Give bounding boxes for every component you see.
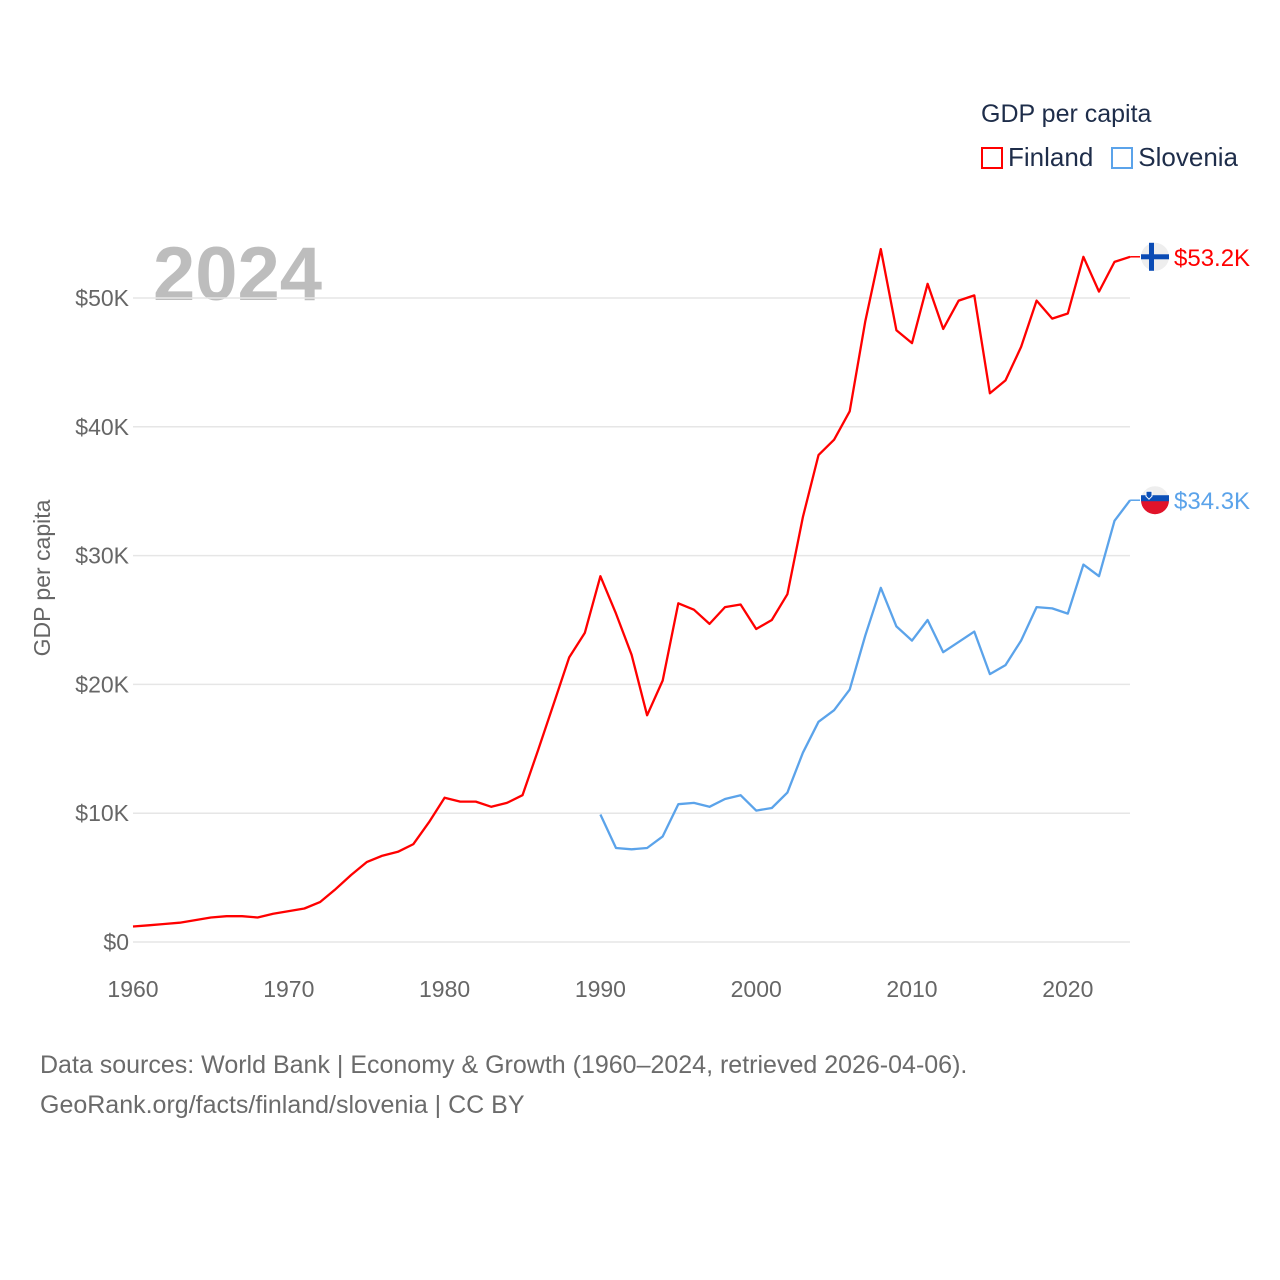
x-tick-label: 1980	[419, 976, 470, 1002]
legend-item-finland[interactable]: Finland	[981, 142, 1093, 173]
x-tick-label: 2020	[1042, 976, 1093, 1002]
legend-label-slovenia: Slovenia	[1138, 142, 1239, 172]
y-tick-label: $40K	[75, 414, 129, 440]
year-annotation: 2024	[153, 232, 322, 317]
source-line: Data sources: World Bank | Economy & Gro…	[40, 1051, 968, 1079]
series-line-finland	[132, 247, 1131, 928]
x-tick-label: 2010	[886, 976, 937, 1002]
series-line-slovenia	[599, 499, 1132, 851]
legend-title: GDP per capita	[981, 100, 1152, 128]
legend: Finland Slovenia	[981, 142, 1238, 173]
slovenia-coat-of-arms	[1145, 490, 1153, 500]
y-tick-label: $0	[103, 929, 129, 955]
legend-swatch-slovenia	[1111, 146, 1134, 169]
legend-swatch-finland	[981, 146, 1003, 169]
end-value-label-finland: $53.2K	[1174, 245, 1250, 272]
y-axis-label: GDP per capita	[29, 499, 55, 656]
y-tick-label: $10K	[75, 800, 129, 826]
slovenia-flag-blue	[1141, 495, 1169, 502]
data-source-footer: Data sources: World Bank | Economy & Gro…	[40, 1045, 967, 1125]
end-value-label-slovenia: $34.3K	[1174, 488, 1250, 515]
x-tick-label: 1990	[575, 976, 626, 1002]
x-tick-label: 2000	[731, 976, 782, 1002]
finland-flag-cross-h	[1141, 254, 1169, 260]
finland-flag-cross-v	[1149, 242, 1154, 271]
slovenia-flag-red	[1141, 500, 1169, 515]
x-tick-label: 1960	[107, 976, 158, 1002]
legend-label-finland: Finland	[1008, 142, 1094, 172]
y-tick-label: $50K	[75, 285, 129, 311]
attribution-line: GeoRank.org/facts/finland/slovenia | CC …	[40, 1091, 525, 1119]
x-tick-label: 1970	[263, 976, 314, 1002]
y-tick-label: $20K	[75, 671, 129, 697]
legend-item-slovenia[interactable]: Slovenia	[1111, 142, 1238, 173]
y-tick-label: $30K	[75, 543, 129, 569]
